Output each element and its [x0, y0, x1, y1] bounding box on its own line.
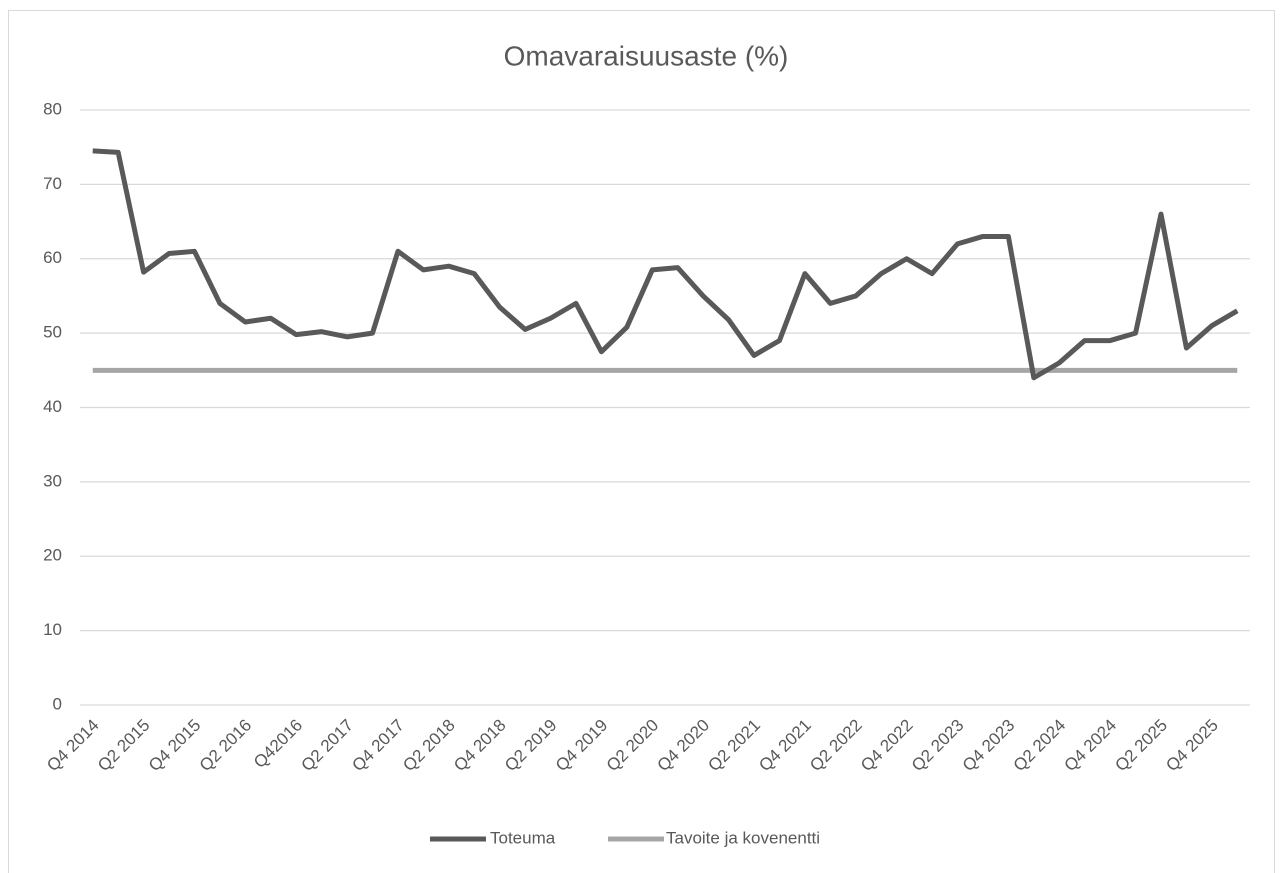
legend-label: Tavoite ja kovenentti [666, 828, 820, 847]
y-tick-label: 20 [43, 546, 62, 565]
chart-title: Omavaraisuusaste (%) [504, 40, 789, 71]
y-tick-label: 60 [43, 248, 62, 267]
y-tick-label: 70 [43, 174, 62, 193]
y-tick-label: 0 [53, 694, 62, 713]
chart-border [8, 10, 1275, 873]
series-line [92, 148, 1239, 381]
y-tick-label: 30 [43, 471, 62, 490]
y-tick-label: 10 [43, 620, 62, 639]
legend-label: Toteuma [490, 828, 556, 847]
y-tick-label: 80 [43, 99, 62, 118]
y-tick-label: 40 [43, 397, 62, 416]
y-tick-label: 50 [43, 323, 62, 342]
